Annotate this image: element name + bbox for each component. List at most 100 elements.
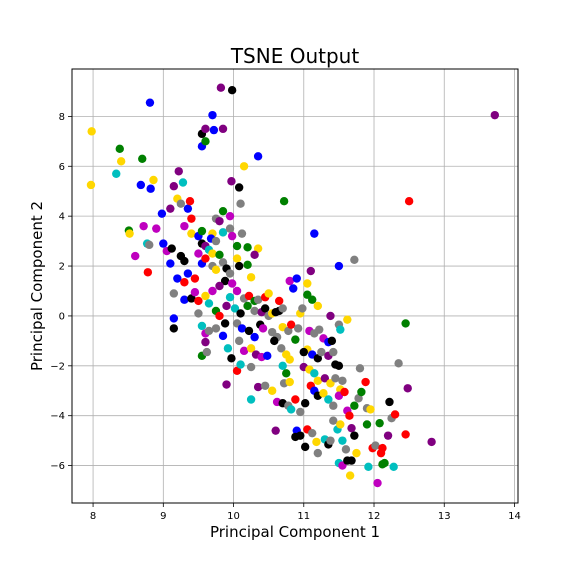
data-point bbox=[352, 448, 361, 458]
data-point bbox=[201, 124, 210, 134]
data-point bbox=[291, 395, 300, 404]
data-point bbox=[308, 428, 317, 438]
data-point bbox=[146, 184, 155, 193]
data-point bbox=[234, 336, 244, 346]
data-point bbox=[403, 384, 412, 393]
data-point bbox=[285, 276, 294, 286]
data-point bbox=[427, 437, 436, 447]
y-axis-ticks: −6 −4 −2 0 2 4 6 8 bbox=[50, 112, 72, 472]
x-tick-label: 14 bbox=[508, 511, 521, 522]
data-point bbox=[176, 199, 186, 208]
data-point bbox=[180, 278, 189, 287]
data-point bbox=[208, 249, 217, 258]
data-point bbox=[338, 436, 347, 445]
data-point bbox=[264, 289, 273, 298]
data-point bbox=[327, 336, 337, 346]
data-point bbox=[227, 86, 237, 95]
data-point bbox=[366, 405, 375, 414]
data-point bbox=[326, 436, 335, 445]
data-point bbox=[138, 154, 147, 163]
y-tick-label: −6 bbox=[50, 461, 65, 472]
data-point bbox=[187, 229, 196, 238]
data-point bbox=[313, 376, 323, 385]
data-point bbox=[285, 377, 294, 387]
data-point bbox=[211, 265, 221, 274]
x-axis-label: Principal Component 1 bbox=[210, 523, 380, 541]
data-point bbox=[319, 389, 328, 398]
data-point bbox=[378, 443, 387, 453]
data-point bbox=[250, 250, 259, 260]
x-tick-label: 8 bbox=[90, 511, 96, 522]
data-point bbox=[166, 259, 175, 268]
data-point bbox=[169, 289, 179, 298]
data-point bbox=[222, 301, 231, 311]
data-point bbox=[185, 196, 195, 206]
data-point bbox=[218, 228, 228, 237]
data-point bbox=[187, 214, 196, 223]
data-point bbox=[136, 180, 146, 190]
data-point bbox=[190, 288, 200, 297]
data-point bbox=[237, 229, 247, 238]
x-tick-label: 13 bbox=[438, 511, 451, 522]
y-axis-label: Principal Component 2 bbox=[28, 201, 46, 371]
data-point bbox=[220, 276, 230, 286]
data-point bbox=[178, 178, 188, 187]
data-point bbox=[299, 347, 308, 357]
y-tick-label: −2 bbox=[50, 361, 65, 372]
data-point bbox=[490, 110, 500, 120]
data-point bbox=[243, 301, 252, 311]
data-point bbox=[292, 274, 301, 283]
data-point bbox=[296, 407, 305, 417]
y-tick-label: 2 bbox=[59, 262, 65, 273]
data-point bbox=[216, 83, 226, 92]
data-point bbox=[201, 337, 210, 347]
data-point bbox=[220, 319, 230, 328]
data-point bbox=[116, 157, 126, 166]
data-point bbox=[334, 361, 344, 371]
data-point bbox=[204, 299, 214, 308]
data-point bbox=[246, 344, 256, 353]
data-point bbox=[86, 180, 96, 190]
data-point bbox=[279, 196, 289, 206]
data-point bbox=[324, 395, 333, 404]
data-point bbox=[152, 224, 161, 233]
data-point bbox=[274, 296, 284, 306]
data-point bbox=[131, 251, 140, 261]
data-point bbox=[197, 321, 207, 331]
data-point bbox=[385, 397, 394, 407]
data-points bbox=[86, 83, 500, 488]
data-point bbox=[125, 229, 134, 238]
data-point bbox=[225, 224, 235, 233]
data-point bbox=[180, 221, 189, 231]
data-point bbox=[227, 231, 237, 241]
y-tick-label: 8 bbox=[59, 112, 65, 123]
data-point bbox=[383, 431, 393, 440]
chart-title: TSNE Output bbox=[230, 44, 359, 68]
data-point bbox=[329, 416, 338, 425]
data-point bbox=[194, 249, 203, 258]
data-point bbox=[211, 324, 221, 333]
data-point bbox=[298, 304, 307, 313]
data-point bbox=[313, 354, 323, 363]
data-point bbox=[315, 325, 324, 334]
y-tick-label: 4 bbox=[59, 212, 65, 223]
data-point bbox=[313, 448, 323, 458]
data-point bbox=[336, 420, 345, 429]
data-point bbox=[169, 314, 179, 323]
data-point bbox=[244, 291, 254, 301]
data-point bbox=[250, 306, 259, 316]
plot-frame bbox=[71, 68, 519, 504]
data-point bbox=[225, 269, 235, 278]
data-point bbox=[313, 301, 323, 311]
data-point bbox=[232, 241, 242, 251]
data-point bbox=[300, 399, 310, 408]
data-point bbox=[194, 296, 203, 306]
data-point bbox=[270, 336, 279, 346]
data-point bbox=[334, 261, 344, 271]
data-point bbox=[157, 209, 167, 218]
data-point bbox=[277, 344, 286, 353]
data-point bbox=[300, 442, 310, 452]
data-point bbox=[317, 347, 326, 357]
data-point bbox=[234, 261, 244, 271]
data-point bbox=[271, 426, 280, 435]
